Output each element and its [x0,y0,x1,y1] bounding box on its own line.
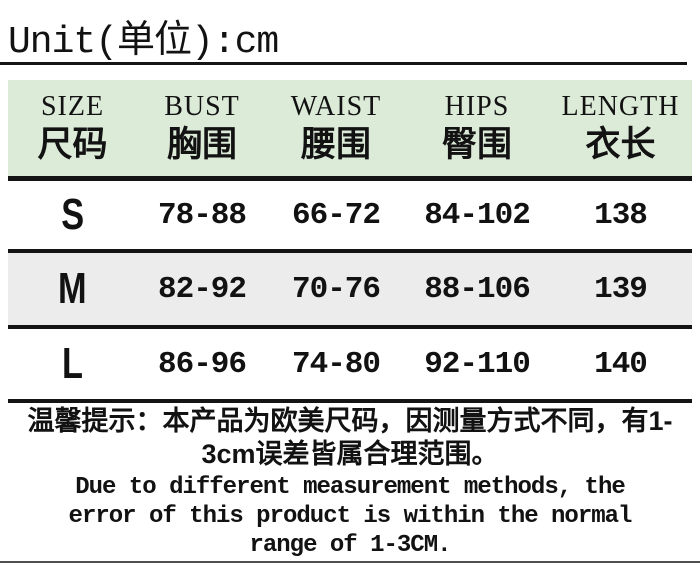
table-row-l: L 86-96 74-80 92-110 140 [8,329,692,403]
header-label-cn: 衣长 [585,124,656,164]
note-line: error of this product is within the norm… [68,503,633,530]
cell-s-hips: 84-102 [424,197,531,233]
cell-m-hips: 88-106 [424,271,531,307]
header-label-en: WAIST [290,90,382,122]
cell-m-waist: 70-76 [291,271,381,307]
header-label-en: LENGTH [561,90,680,122]
note-line: 3cm误差皆属合理范围。 [201,439,499,469]
cell-m-bust: 82-92 [157,271,247,307]
header-label-cn: 腰围 [300,124,371,164]
bottom-divider [0,561,700,563]
cell-l-hips: 92-110 [424,346,531,382]
table-header-row: SIZE 尺码 BUST 胸围 WAIST 腰围 HIPS 臀围 LENGTH … [8,80,692,181]
cell-s-bust: 78-88 [157,197,247,233]
notice-chinese: 温馨提示：本产品为欧美尺码，因测量方式不同，有1- 3cm误差皆属合理范围。 [0,405,700,471]
title-underline [0,62,687,65]
header-label-cn: 尺码 [37,124,108,164]
cell-l-bust: 86-96 [157,346,247,382]
header-label-cn: 臀围 [441,124,512,164]
note-line: Due to different measurement methods, th… [75,474,626,501]
unit-title: Unit(单位):cm [8,21,279,64]
header-label-en: SIZE [40,90,105,122]
note-line: 温馨提示：本产品为欧美尺码，因测量方式不同，有1- [27,406,673,436]
cell-m-length: 139 [594,271,648,307]
cell-s-size: S [61,190,84,239]
size-chart-table: SIZE 尺码 BUST 胸围 WAIST 腰围 HIPS 臀围 LENGTH … [8,80,692,403]
header-cell-length: LENGTH 衣长 [549,90,692,165]
cell-l-waist: 74-80 [291,346,381,382]
header-cell-bust: BUST 胸围 [137,90,267,165]
cell-l-size: L [62,339,83,388]
header-cell-hips: HIPS 臀围 [405,90,549,165]
cell-m-size: M [58,264,87,313]
note-line: range of 1-3CM. [249,532,451,559]
header-label-cn: 胸围 [166,124,237,164]
table-row-m: M 82-92 70-76 88-106 139 [8,253,692,329]
header-label-en: BUST [164,90,240,122]
notice-english: Due to different measurement methods, th… [0,473,700,560]
header-cell-size: SIZE 尺码 [8,90,137,165]
cell-s-waist: 66-72 [291,197,381,233]
table-row-s: S 78-88 66-72 84-102 138 [8,181,692,253]
cell-l-length: 140 [594,346,648,382]
cell-s-length: 138 [594,197,648,233]
header-cell-waist: WAIST 腰围 [267,90,405,165]
header-label-en: HIPS [444,90,510,122]
